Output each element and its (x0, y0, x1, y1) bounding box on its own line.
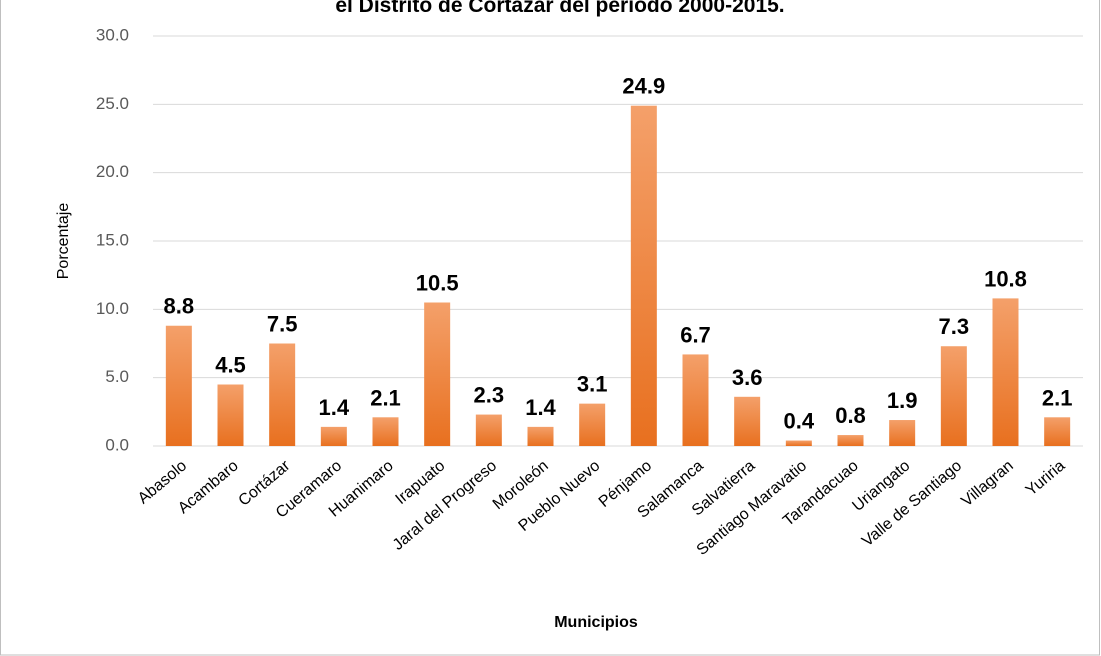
data-label: 8.8 (164, 294, 195, 319)
y-tick-label: 25.0 (96, 94, 129, 113)
data-label: 2.3 (474, 383, 505, 408)
bar (217, 384, 244, 446)
bar (630, 105, 657, 446)
x-axis-title: Municipios (554, 614, 638, 631)
y-tick-label: 20.0 (96, 162, 129, 181)
bar (424, 302, 451, 446)
y-tick-label: 10.0 (96, 299, 129, 318)
bar (320, 426, 347, 446)
bar (1044, 417, 1071, 446)
bar (682, 354, 709, 446)
bar (372, 417, 399, 446)
y-tick-label: 0.0 (105, 435, 129, 454)
data-label: 7.3 (939, 314, 970, 339)
data-label: 24.9 (622, 74, 665, 99)
y-tick-label: 5.0 (105, 367, 129, 386)
data-label: 7.5 (267, 312, 298, 337)
bar (579, 403, 606, 446)
data-label: 10.8 (984, 266, 1027, 291)
x-tick-label: Yuriria (1023, 457, 1069, 499)
data-label: 2.1 (1042, 385, 1073, 410)
data-label: 2.1 (370, 385, 401, 410)
bar (475, 414, 502, 446)
data-label: 6.7 (680, 322, 711, 347)
chart-title: el Distrito de Cortázar del periodo 2000… (335, 0, 784, 17)
x-tick-label: Villagran (958, 457, 1016, 510)
data-label: 3.6 (732, 365, 763, 390)
data-label: 4.5 (215, 353, 246, 378)
data-label: 1.9 (887, 388, 918, 413)
data-label: 0.8 (835, 403, 866, 428)
bar (889, 420, 916, 446)
bar (165, 325, 192, 446)
bar (785, 440, 812, 446)
bar (527, 426, 554, 446)
bar (837, 435, 864, 446)
data-label: 10.5 (416, 271, 459, 296)
bar (940, 346, 967, 446)
y-axis-title: Porcentaje (55, 203, 72, 280)
bar (734, 396, 761, 446)
data-label: 1.4 (525, 395, 556, 420)
y-tick-label: 15.0 (96, 230, 129, 249)
data-label: 1.4 (319, 395, 350, 420)
bar (992, 298, 1019, 446)
data-label: 3.1 (577, 372, 608, 397)
bar (269, 343, 296, 446)
y-tick-label: 30.0 (96, 25, 129, 44)
data-label: 0.4 (784, 409, 815, 434)
